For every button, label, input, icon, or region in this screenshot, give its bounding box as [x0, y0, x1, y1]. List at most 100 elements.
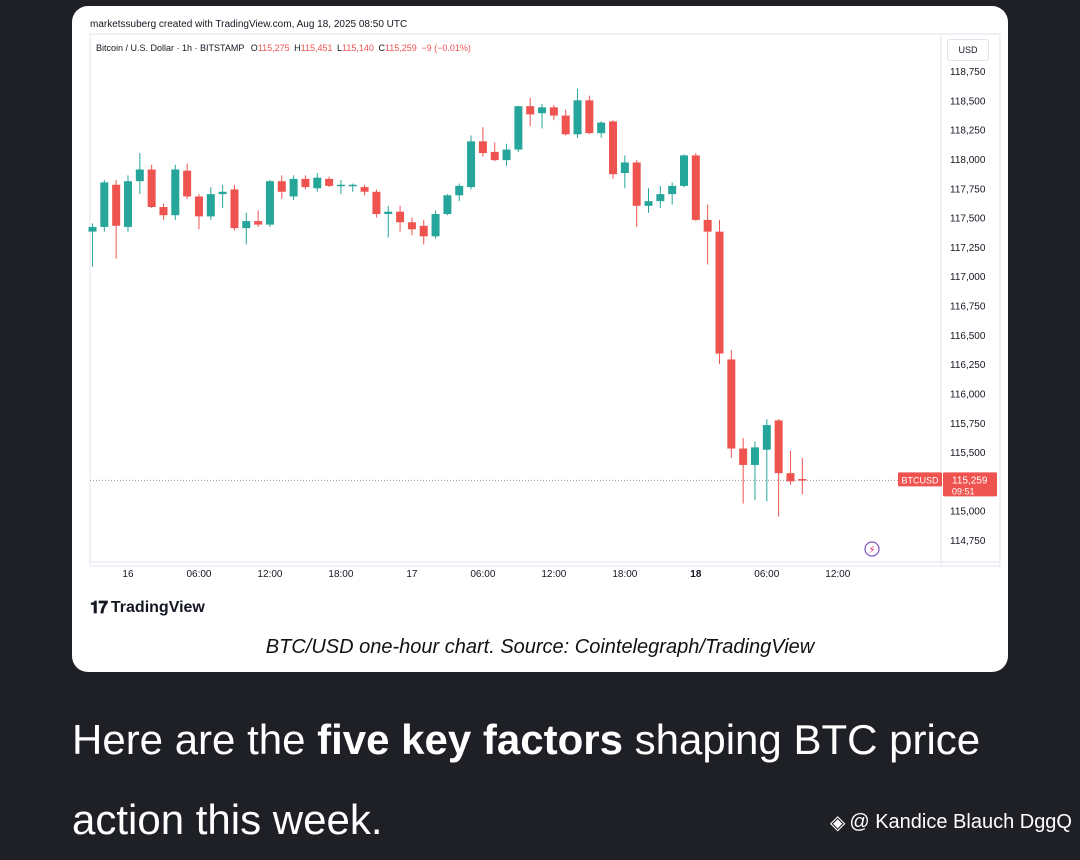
- high-label: H: [294, 43, 301, 53]
- candle-body: [762, 425, 771, 450]
- candle-body: [455, 185, 464, 196]
- binance-logo-icon: ◈: [829, 812, 846, 834]
- x-tick-label: 06:00: [186, 569, 211, 580]
- candle-body: [573, 100, 582, 135]
- candle-body: [218, 191, 227, 195]
- candle-body: [443, 195, 452, 215]
- candle-body: [467, 141, 476, 188]
- candle-body: [526, 106, 535, 115]
- y-tick-label: 118,750: [950, 67, 986, 78]
- y-tick-label: 114,750: [950, 536, 986, 547]
- tradingview-logo: 𝟏𝟕 TradingView: [90, 598, 205, 618]
- candle-body: [100, 182, 109, 227]
- author-name: @ Kandice Blauch DggQ: [849, 811, 1072, 833]
- y-tick-label: 118,250: [950, 126, 986, 137]
- candle-body: [490, 151, 499, 161]
- candle-body: [750, 447, 759, 465]
- price-tag: [943, 472, 997, 497]
- y-tick-label: 117,250: [950, 243, 986, 254]
- close-value: 115,259: [384, 43, 417, 53]
- candle-body: [620, 162, 629, 174]
- candle-body: [561, 115, 570, 135]
- y-tick-label: 117,750: [950, 184, 986, 195]
- candle-body: [336, 184, 345, 187]
- open-value: 115,275: [257, 43, 290, 53]
- candle-body: [691, 155, 700, 220]
- y-tick-label: 116,000: [950, 389, 986, 400]
- symbol-tag-text: BTCUSD: [901, 475, 939, 485]
- y-tick-label: 115,750: [950, 419, 986, 430]
- candle-body: [502, 149, 511, 161]
- headline-text: Here are the five key factors shaping BT…: [72, 700, 1052, 860]
- change-value: −9 (−0.01%): [421, 43, 471, 53]
- close-label: C: [378, 43, 385, 53]
- candle-body: [88, 226, 97, 232]
- candle-body: [478, 141, 487, 154]
- x-tick-label: 16: [122, 569, 134, 580]
- currency-button[interactable]: USD: [947, 39, 989, 61]
- candle-body: [644, 201, 653, 206]
- y-tick-label: 117,500: [950, 214, 986, 225]
- candle-body: [112, 184, 121, 226]
- candle-body: [265, 181, 274, 225]
- alert-icon-glyph: ⚡: [868, 545, 875, 556]
- price-tag-value: 115,259: [952, 475, 988, 486]
- open-label: O: [250, 43, 258, 53]
- y-tick-label: 118,000: [950, 155, 986, 166]
- candle-body: [147, 169, 156, 208]
- author-watermark: ◈ @ Kandice Blauch DggQ: [830, 810, 1072, 835]
- symbol-name: Bitcoin / U.S. Dollar · 1h · BITSTAMP: [96, 43, 245, 53]
- candle-body: [538, 107, 547, 114]
- candle-body: [396, 211, 405, 223]
- candle-body: [171, 169, 180, 216]
- candle-body: [431, 214, 440, 237]
- candle-body: [774, 420, 783, 474]
- candle-body: [514, 106, 523, 150]
- candle-body: [668, 185, 677, 195]
- y-tick-label: 115,500: [950, 448, 986, 459]
- x-tick-label: 17: [406, 569, 418, 580]
- candle-body: [135, 169, 144, 182]
- candle-body: [407, 222, 416, 230]
- headline-bold: five key factors: [317, 716, 623, 763]
- candle-body: [597, 122, 606, 134]
- candle-body: [123, 181, 132, 227]
- created-by-text: marketssuberg created with TradingView.c…: [90, 19, 408, 30]
- x-tick-label: 12:00: [825, 569, 850, 580]
- headline-part2: shaping BTC price action this week.: [72, 716, 981, 843]
- candle-body: [159, 207, 168, 216]
- symbol-legend: Bitcoin / U.S. Dollar · 1h · BITSTAMP O1…: [96, 43, 471, 53]
- candle-body: [313, 177, 322, 189]
- chart-card: marketssuberg created with TradingView.c…: [72, 6, 1008, 672]
- candle-body: [585, 100, 594, 134]
- y-tick-label: 116,750: [950, 302, 986, 313]
- candle-body: [549, 107, 558, 116]
- alert-icon[interactable]: [864, 541, 880, 557]
- candle-body: [325, 178, 334, 186]
- candle-body: [277, 181, 286, 192]
- candlestick-chart[interactable]: 114,750115,000115,250115,500115,750116,0…: [72, 6, 1008, 596]
- candle-body: [183, 170, 192, 197]
- candle-body: [372, 191, 381, 215]
- plot-frame: [89, 33, 1001, 567]
- price-tag-countdown: 09:51: [952, 486, 975, 496]
- low-label: L: [337, 43, 343, 53]
- candle-body: [609, 121, 618, 175]
- candle-body: [194, 196, 203, 217]
- candle-body: [727, 359, 736, 449]
- x-tick-label: 18:00: [612, 569, 637, 580]
- candle-body: [384, 211, 393, 215]
- candle-body: [680, 155, 688, 186]
- candle-body: [230, 189, 239, 229]
- x-tick-label: 06:00: [754, 569, 779, 580]
- candle-body: [360, 187, 369, 192]
- candle-body: [715, 231, 724, 354]
- y-tick-label: 115,000: [950, 507, 986, 518]
- symbol-tag: [898, 472, 942, 487]
- y-tick-label: 116,250: [950, 360, 986, 371]
- x-tick-label: 12:00: [541, 569, 566, 580]
- candle-body: [786, 473, 795, 482]
- x-tick-label: 12:00: [257, 569, 282, 580]
- x-tick-label: 06:00: [470, 569, 495, 580]
- y-tick-label: 116,500: [950, 331, 986, 342]
